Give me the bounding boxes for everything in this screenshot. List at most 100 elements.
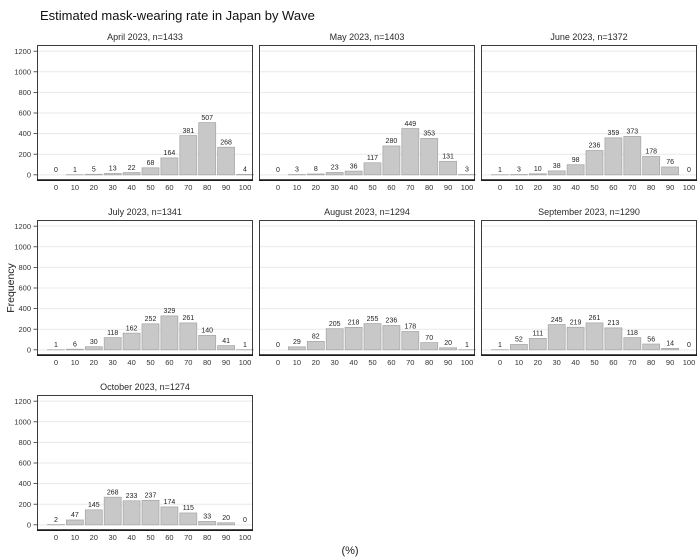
y-tick-label: 400 [18,304,31,313]
y-tick-label: 1200 [14,222,31,231]
bar-value-label: 236 [386,318,398,325]
bar-value-label: 76 [666,159,674,166]
histogram-bar [122,172,141,176]
histogram-bar [420,342,439,351]
x-tick-label: 30 [553,358,561,367]
y-tick-label: 600 [18,284,31,293]
x-tick-label: 30 [331,358,339,367]
facet-title: May 2023, n=1403 [329,32,405,42]
y-tick-label: 400 [18,479,31,488]
y-tick-label: 1200 [14,47,31,56]
bar-value-label: 29 [293,339,301,346]
x-tick-label: 70 [406,183,414,192]
histogram-bar [585,322,604,351]
facet-title: June 2023, n=1372 [550,32,628,42]
y-tick-label: 1000 [14,67,31,76]
x-tick-label: 80 [425,358,433,367]
bar-value-label: 68 [147,160,155,167]
x-tick-label: 90 [444,358,452,367]
bar-value-label: 0 [54,167,58,174]
bar-value-label: 0 [276,342,280,349]
bar-value-label: 117 [367,155,378,162]
x-tick-label: 80 [425,183,433,192]
histogram-bar [306,340,325,351]
bar-value-label: 115 [183,505,194,512]
x-tick-label: 70 [406,358,414,367]
facet-panel: July 2023, n=1341 1 6 30 118 162 252 329 261 140 4… [14,207,254,368]
x-tick-label: 20 [312,358,320,367]
histogram-bar [179,322,198,351]
histogram-bar [288,346,306,351]
facet-panel: April 2023, n=1433 0 1 5 13 22 68 164 381 507 268 4… [14,32,254,193]
facet-panel: October 2023, n=1274 2 47 145 268 233 237 174 11… [14,382,253,543]
bar-value-label: 3 [295,167,299,174]
histogram-bar [217,146,235,176]
x-tick-label: 40 [127,358,135,367]
x-tick-label: 0 [276,183,280,192]
bar-value-label: 23 [331,165,339,172]
x-tick-label: 40 [127,533,135,542]
histogram-bar [604,327,623,351]
y-tick-label: 400 [18,129,31,138]
bar-value-label: 255 [367,316,379,323]
bar-value-label: 1 [465,342,469,349]
bar-value-label: 164 [164,150,176,157]
bar-value-label: 236 [589,143,601,150]
histogram-bar [528,338,547,351]
x-tick-label: 50 [590,358,598,367]
bar-value-label: 131 [442,154,454,161]
x-tick-label: 70 [184,183,192,192]
x-tick-label: 80 [647,358,655,367]
x-tick-label: 10 [71,183,79,192]
bar-value-label: 329 [164,308,176,315]
histogram-bar [661,348,679,351]
bar-value-label: 6 [73,341,77,348]
x-tick-label: 20 [312,183,320,192]
x-tick-label: 0 [54,533,58,542]
facet-plot: 1 52 111 245 219 261 213 118 56 14 0 0 10 20 30 40 50 60 7… [481,220,697,367]
histogram-bar [160,506,179,526]
bar-value-label: 10 [534,166,542,173]
histogram-bar [84,509,103,526]
bar-value-label: 38 [553,163,561,170]
bar-value-label: 30 [90,339,98,346]
histogram-bar [84,346,103,351]
bar-value-label: 268 [107,489,119,496]
bar-value-label: 20 [222,515,230,522]
histogram-bar [179,512,198,526]
histogram-bar [642,156,661,176]
histogram-bar [198,335,217,351]
x-axis-label: (%) [341,545,359,557]
x-tick-label: 0 [54,358,58,367]
bar-value-label: 41 [222,338,230,345]
facet-grid: April 2023, n=1433 0 1 5 13 22 68 164 381 507 268 4… [14,32,700,543]
x-tick-label: 50 [146,533,154,542]
histogram-bar [160,157,179,176]
histogram-bar [344,326,363,351]
bar-value-label: 252 [145,316,157,323]
y-tick-label: 800 [18,263,31,272]
facet-panel: August 2023, n=1294 0 29 82 205 218 255 236 178 7… [259,207,476,368]
histogram-bar [566,164,585,176]
y-tick-label: 600 [18,109,31,118]
bar-value-label: 111 [532,331,543,338]
y-tick-label: 1200 [14,397,31,406]
x-tick-label: 50 [368,183,376,192]
histogram-bar [623,337,642,351]
histogram-bar [401,331,420,351]
bar-value-label: 280 [386,138,398,145]
x-tick-label: 60 [387,183,395,192]
histogram-bar [325,328,344,351]
x-tick-label: 0 [276,358,280,367]
y-tick-label: 200 [18,500,31,509]
bar-value-label: 14 [666,341,674,348]
bar-value-label: 233 [126,493,138,500]
x-tick-label: 50 [146,183,154,192]
x-tick-label: 60 [165,533,173,542]
bar-value-label: 13 [109,166,117,173]
bar-value-label: 1 [243,342,247,349]
bar-value-label: 174 [164,499,176,506]
x-tick-label: 0 [54,183,58,192]
x-tick-label: 40 [349,358,357,367]
